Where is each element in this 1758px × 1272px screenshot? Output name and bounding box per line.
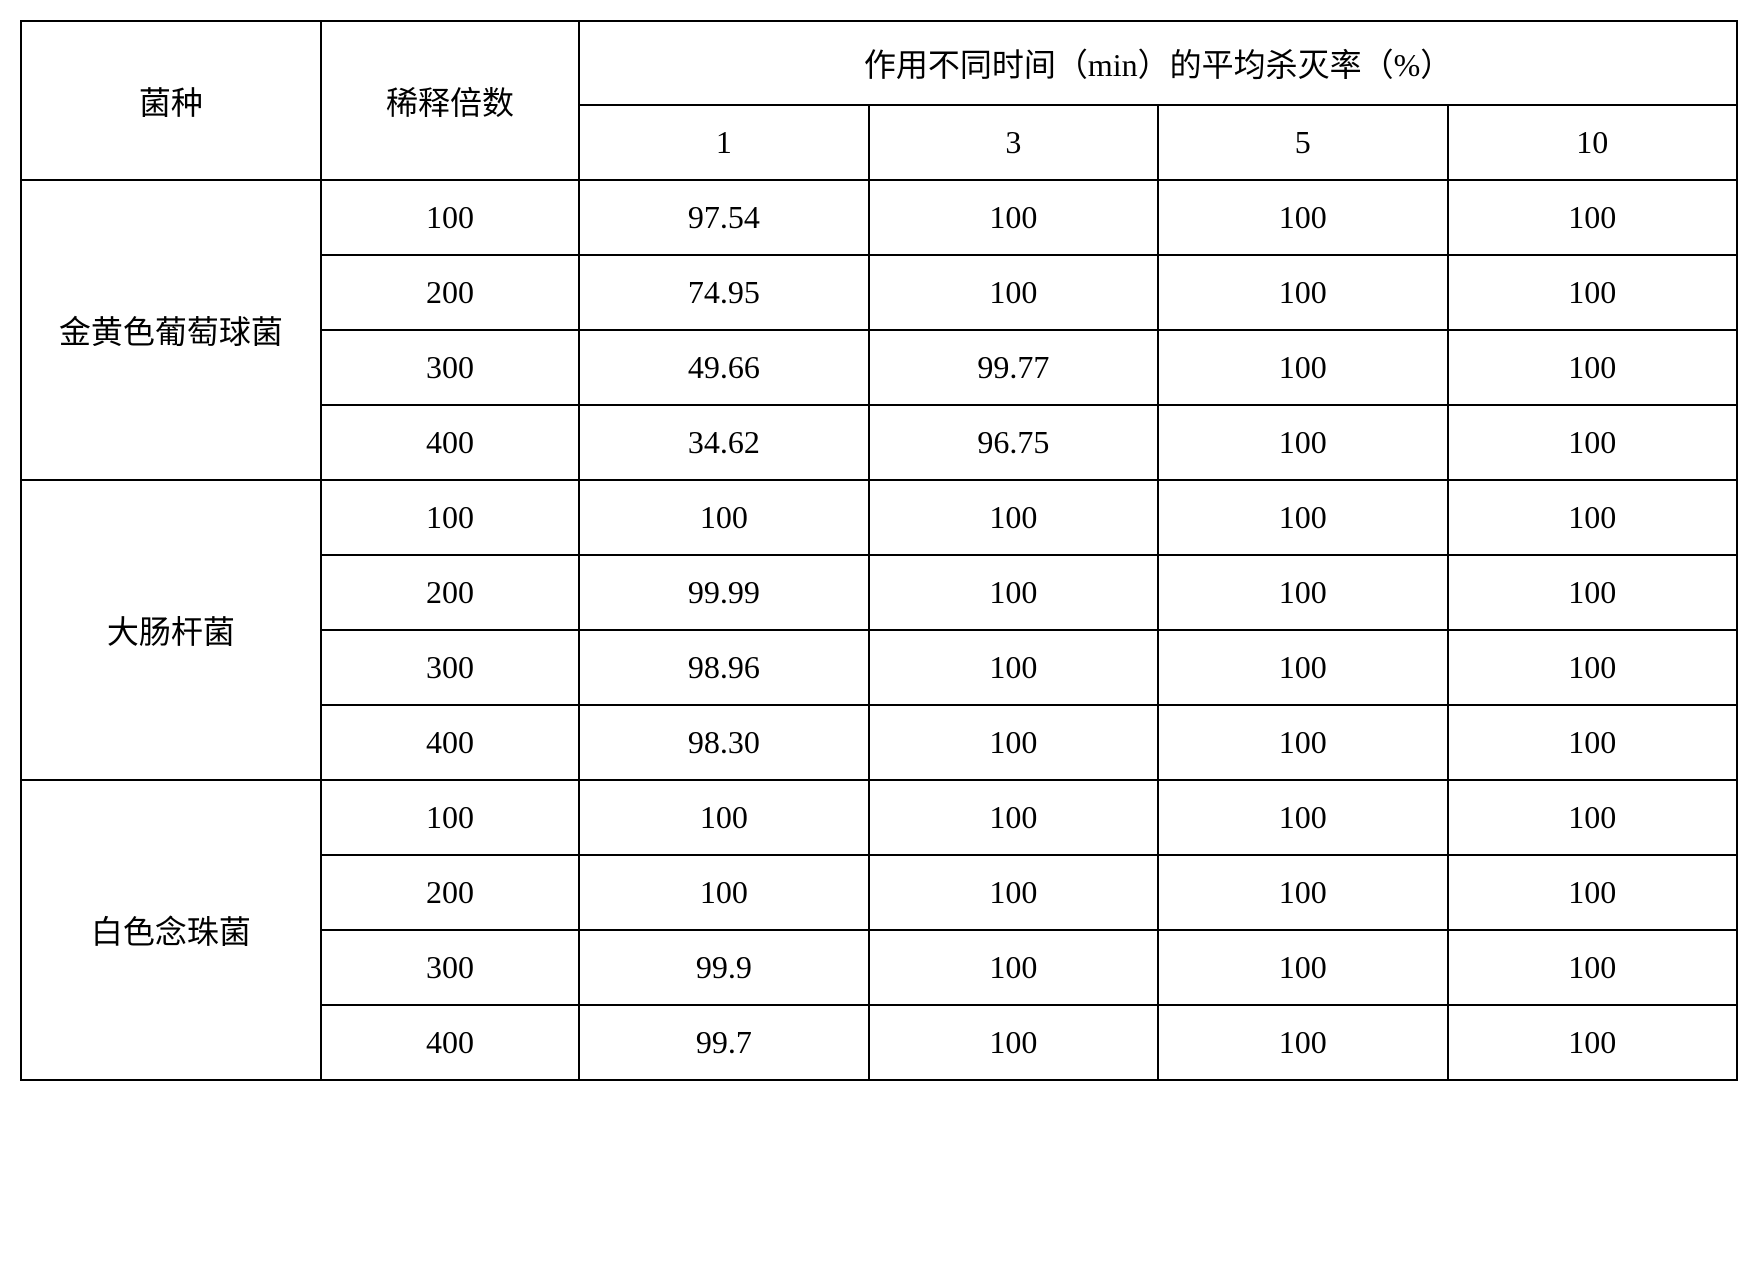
value-cell: 99.7	[579, 1005, 868, 1080]
value-cell: 100	[1448, 405, 1738, 480]
value-cell: 100	[1158, 780, 1447, 855]
value-cell: 98.30	[579, 705, 868, 780]
value-cell: 100	[1448, 480, 1738, 555]
value-cell: 100	[579, 480, 868, 555]
value-cell: 100	[869, 630, 1158, 705]
header-dilution: 稀释倍数	[321, 21, 579, 180]
value-cell: 100	[1448, 630, 1738, 705]
value-cell: 100	[869, 780, 1158, 855]
dilution-cell: 400	[321, 705, 579, 780]
data-table-wrapper: 菌种 稀释倍数 作用不同时间（min）的平均杀灭率（%） 1 3 5 10 金黄…	[20, 20, 1738, 1081]
value-cell: 49.66	[579, 330, 868, 405]
dilution-cell: 400	[321, 1005, 579, 1080]
dilution-cell: 200	[321, 555, 579, 630]
value-cell: 100	[1158, 705, 1447, 780]
value-cell: 100	[869, 855, 1158, 930]
table-header-row-1: 菌种 稀释倍数 作用不同时间（min）的平均杀灭率（%）	[21, 21, 1737, 105]
value-cell: 100	[1448, 930, 1738, 1005]
header-time-10: 10	[1448, 105, 1738, 180]
value-cell: 100	[1448, 705, 1738, 780]
value-cell: 100	[869, 1005, 1158, 1080]
value-cell: 100	[1448, 555, 1738, 630]
value-cell: 100	[1158, 480, 1447, 555]
value-cell: 100	[1448, 180, 1738, 255]
value-cell: 100	[1158, 180, 1447, 255]
value-cell: 97.54	[579, 180, 868, 255]
table-row: 大肠杆菌 100 100 100 100 100	[21, 480, 1737, 555]
value-cell: 99.9	[579, 930, 868, 1005]
value-cell: 100	[869, 930, 1158, 1005]
species-cell: 大肠杆菌	[21, 480, 321, 780]
dilution-cell: 200	[321, 855, 579, 930]
value-cell: 100	[1158, 405, 1447, 480]
value-cell: 100	[869, 180, 1158, 255]
value-cell: 100	[1158, 555, 1447, 630]
header-kill-rate: 作用不同时间（min）的平均杀灭率（%）	[579, 21, 1737, 105]
value-cell: 98.96	[579, 630, 868, 705]
value-cell: 99.99	[579, 555, 868, 630]
value-cell: 100	[869, 255, 1158, 330]
table-row: 金黄色葡萄球菌 100 97.54 100 100 100	[21, 180, 1737, 255]
value-cell: 34.62	[579, 405, 868, 480]
header-time-1: 1	[579, 105, 868, 180]
value-cell: 100	[1158, 855, 1447, 930]
value-cell: 100	[1448, 780, 1738, 855]
table-row: 白色念珠菌 100 100 100 100 100	[21, 780, 1737, 855]
kill-rate-table: 菌种 稀释倍数 作用不同时间（min）的平均杀灭率（%） 1 3 5 10 金黄…	[20, 20, 1738, 1081]
value-cell: 100	[1158, 630, 1447, 705]
header-species: 菌种	[21, 21, 321, 180]
species-cell: 金黄色葡萄球菌	[21, 180, 321, 480]
header-time-3: 3	[869, 105, 1158, 180]
dilution-cell: 100	[321, 180, 579, 255]
value-cell: 74.95	[579, 255, 868, 330]
dilution-cell: 100	[321, 480, 579, 555]
value-cell: 100	[579, 780, 868, 855]
species-cell: 白色念珠菌	[21, 780, 321, 1080]
value-cell: 100	[869, 480, 1158, 555]
value-cell: 100	[1158, 330, 1447, 405]
value-cell: 100	[1448, 855, 1738, 930]
table-body: 金黄色葡萄球菌 100 97.54 100 100 100 200 74.95 …	[21, 180, 1737, 1080]
value-cell: 100	[1448, 1005, 1738, 1080]
dilution-cell: 300	[321, 930, 579, 1005]
value-cell: 100	[869, 555, 1158, 630]
dilution-cell: 300	[321, 330, 579, 405]
value-cell: 100	[1158, 930, 1447, 1005]
header-time-5: 5	[1158, 105, 1447, 180]
dilution-cell: 200	[321, 255, 579, 330]
dilution-cell: 100	[321, 780, 579, 855]
value-cell: 99.77	[869, 330, 1158, 405]
dilution-cell: 300	[321, 630, 579, 705]
value-cell: 100	[1448, 255, 1738, 330]
value-cell: 100	[1158, 1005, 1447, 1080]
value-cell: 100	[1448, 330, 1738, 405]
value-cell: 100	[579, 855, 868, 930]
value-cell: 96.75	[869, 405, 1158, 480]
value-cell: 100	[1158, 255, 1447, 330]
value-cell: 100	[869, 705, 1158, 780]
dilution-cell: 400	[321, 405, 579, 480]
